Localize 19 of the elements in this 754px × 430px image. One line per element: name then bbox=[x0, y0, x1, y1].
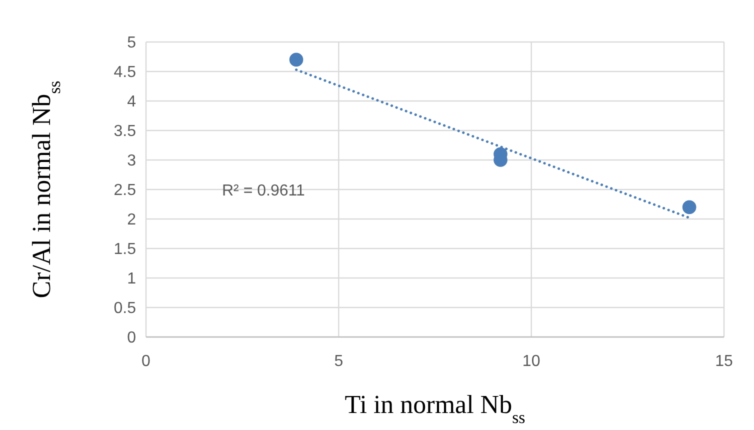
x-tick-label: 10 bbox=[522, 353, 540, 370]
x-tick-label: 15 bbox=[715, 353, 733, 370]
y-tick-label: 3.5 bbox=[114, 123, 136, 140]
y-tick-label: 0 bbox=[127, 330, 136, 347]
y-tick-label: 2 bbox=[127, 212, 136, 229]
annotation: R² = 0.9611 bbox=[222, 182, 305, 200]
y-tick-label: 3 bbox=[127, 152, 136, 170]
y-tick-label: 1 bbox=[127, 270, 136, 288]
point bbox=[289, 52, 304, 67]
y-tick-label: 0.5 bbox=[114, 300, 136, 318]
y-tick-label: 4.5 bbox=[114, 64, 136, 82]
y-tick-label: 5 bbox=[127, 34, 136, 52]
y-tick-label: 1.5 bbox=[114, 241, 136, 258]
y-tick-label: 4 bbox=[127, 94, 136, 111]
x-tick-label: 5 bbox=[334, 353, 344, 370]
point bbox=[682, 200, 696, 214]
x-tick-label: 0 bbox=[142, 353, 151, 370]
y-tick-label: 2.5 bbox=[114, 182, 136, 200]
x-axis-title: Ti in normal Nb$_{ss}$ bbox=[344, 390, 526, 426]
